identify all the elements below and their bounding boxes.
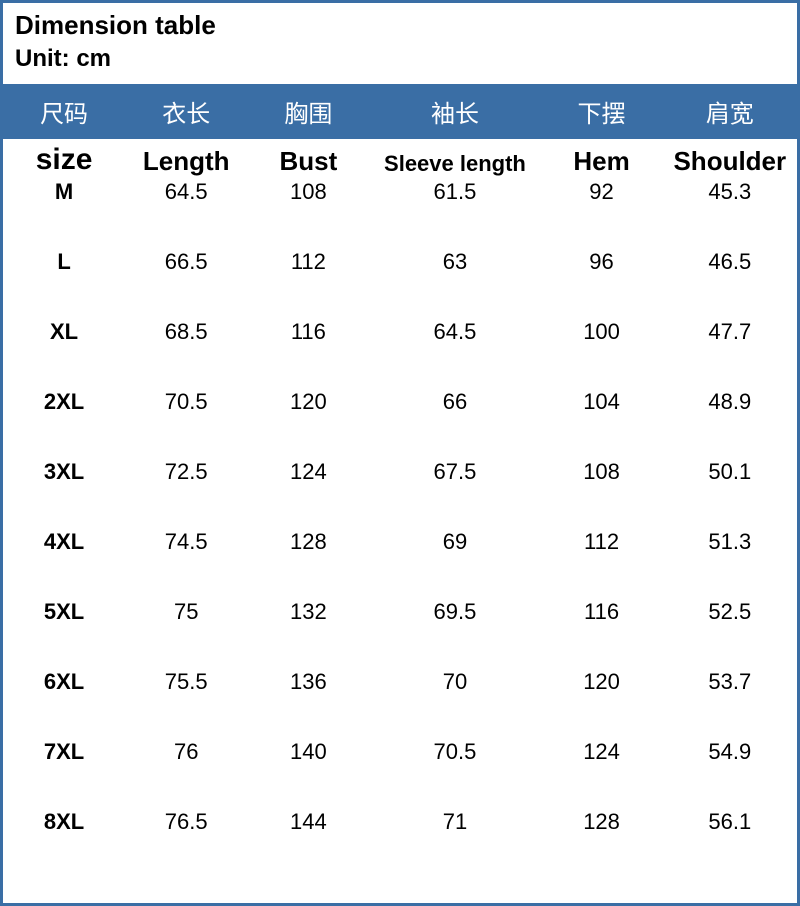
table-cell: 76 <box>125 739 247 765</box>
table-cell: 92 <box>540 179 662 205</box>
table-cell: 76.5 <box>125 809 247 835</box>
table-cell: 108 <box>540 459 662 485</box>
table-cell: 120 <box>540 669 662 695</box>
table-cell: 8XL <box>3 809 125 835</box>
table-cell: 56.1 <box>663 809 797 835</box>
table-cell: 52.5 <box>663 599 797 625</box>
title-line-1: Dimension table <box>15 9 785 43</box>
table-cell: 46.5 <box>663 249 797 275</box>
table-cell: 70.5 <box>369 739 540 765</box>
table-row: M64.510861.59245.3 <box>3 177 797 243</box>
table-row: XL68.511664.510047.7 <box>3 313 797 383</box>
table-cell: 71 <box>369 809 540 835</box>
col-header-cn-shoulder: 肩宽 <box>663 94 797 129</box>
table-cell: 5XL <box>3 599 125 625</box>
table-row: 2XL70.51206610448.9 <box>3 383 797 453</box>
table-cell: 108 <box>247 179 369 205</box>
table-cell: 68.5 <box>125 319 247 345</box>
table-cell: 63 <box>369 249 540 275</box>
table-cell: 140 <box>247 739 369 765</box>
table-cell: 66 <box>369 389 540 415</box>
table-cell: 7XL <box>3 739 125 765</box>
table-row: 6XL75.51367012053.7 <box>3 663 797 733</box>
table-cell: 124 <box>540 739 662 765</box>
col-header-en-bust: Bust <box>247 146 369 177</box>
table-row: 4XL74.51286911251.3 <box>3 523 797 593</box>
table-cell: 124 <box>247 459 369 485</box>
table-cell: 144 <box>247 809 369 835</box>
data-rows: M64.510861.59245.3L66.5112639646.5XL68.5… <box>3 177 797 873</box>
table-cell: 61.5 <box>369 179 540 205</box>
table-cell: 75 <box>125 599 247 625</box>
table-cell: 48.9 <box>663 389 797 415</box>
table-cell: 70 <box>369 669 540 695</box>
table-cell: 112 <box>247 249 369 275</box>
table-cell: 128 <box>247 529 369 555</box>
table-cell: 2XL <box>3 389 125 415</box>
table-cell: 45.3 <box>663 179 797 205</box>
col-header-en-sleeve: Sleeve length <box>369 151 540 177</box>
table-row: L66.5112639646.5 <box>3 243 797 313</box>
table-cell: 75.5 <box>125 669 247 695</box>
table-cell: 51.3 <box>663 529 797 555</box>
col-header-en-size: size <box>3 143 125 177</box>
table-cell: 64.5 <box>369 319 540 345</box>
table-cell: 70.5 <box>125 389 247 415</box>
table-cell: 54.9 <box>663 739 797 765</box>
col-header-cn-hem: 下摆 <box>540 94 662 129</box>
table-cell: 67.5 <box>369 459 540 485</box>
col-header-cn-sleeve: 袖长 <box>369 94 540 129</box>
table-cell: 69 <box>369 529 540 555</box>
table-cell: 4XL <box>3 529 125 555</box>
dimension-table-container: Dimension table Unit: cm 尺码 衣长 胸围 袖长 下摆 … <box>0 0 800 906</box>
table-cell: 72.5 <box>125 459 247 485</box>
table-cell: 50.1 <box>663 459 797 485</box>
table-row: 7XL7614070.512454.9 <box>3 733 797 803</box>
table-cell: 96 <box>540 249 662 275</box>
title-bar: Dimension table Unit: cm <box>3 3 797 84</box>
table-cell: 104 <box>540 389 662 415</box>
table-cell: 6XL <box>3 669 125 695</box>
table-cell: 74.5 <box>125 529 247 555</box>
table-cell: 116 <box>540 599 662 625</box>
col-header-cn-length: 衣长 <box>125 94 247 129</box>
table-cell: 128 <box>540 809 662 835</box>
table-cell: L <box>3 249 125 275</box>
table-cell: 132 <box>247 599 369 625</box>
col-header-cn-size: 尺码 <box>3 94 125 129</box>
table-cell: XL <box>3 319 125 345</box>
table-cell: 3XL <box>3 459 125 485</box>
table-cell: M <box>3 179 125 205</box>
table-row: 5XL7513269.511652.5 <box>3 593 797 663</box>
table-cell: 47.7 <box>663 319 797 345</box>
table-cell: 66.5 <box>125 249 247 275</box>
col-header-en-length: Length <box>125 146 247 177</box>
table-cell: 69.5 <box>369 599 540 625</box>
table-cell: 116 <box>247 319 369 345</box>
title-line-2: Unit: cm <box>15 43 785 74</box>
table-cell: 112 <box>540 529 662 555</box>
col-header-en-shoulder: Shoulder <box>663 146 797 177</box>
table-cell: 64.5 <box>125 179 247 205</box>
table-cell: 136 <box>247 669 369 695</box>
header-row-chinese: 尺码 衣长 胸围 袖长 下摆 肩宽 <box>3 84 797 139</box>
table-row: 8XL76.51447112856.1 <box>3 803 797 873</box>
table-cell: 53.7 <box>663 669 797 695</box>
col-header-en-hem: Hem <box>540 146 662 177</box>
table-cell: 100 <box>540 319 662 345</box>
table-cell: 120 <box>247 389 369 415</box>
col-header-cn-bust: 胸围 <box>247 94 369 129</box>
header-row-english: size Length Bust Sleeve length Hem Shoul… <box>3 139 797 177</box>
table-row: 3XL72.512467.510850.1 <box>3 453 797 523</box>
